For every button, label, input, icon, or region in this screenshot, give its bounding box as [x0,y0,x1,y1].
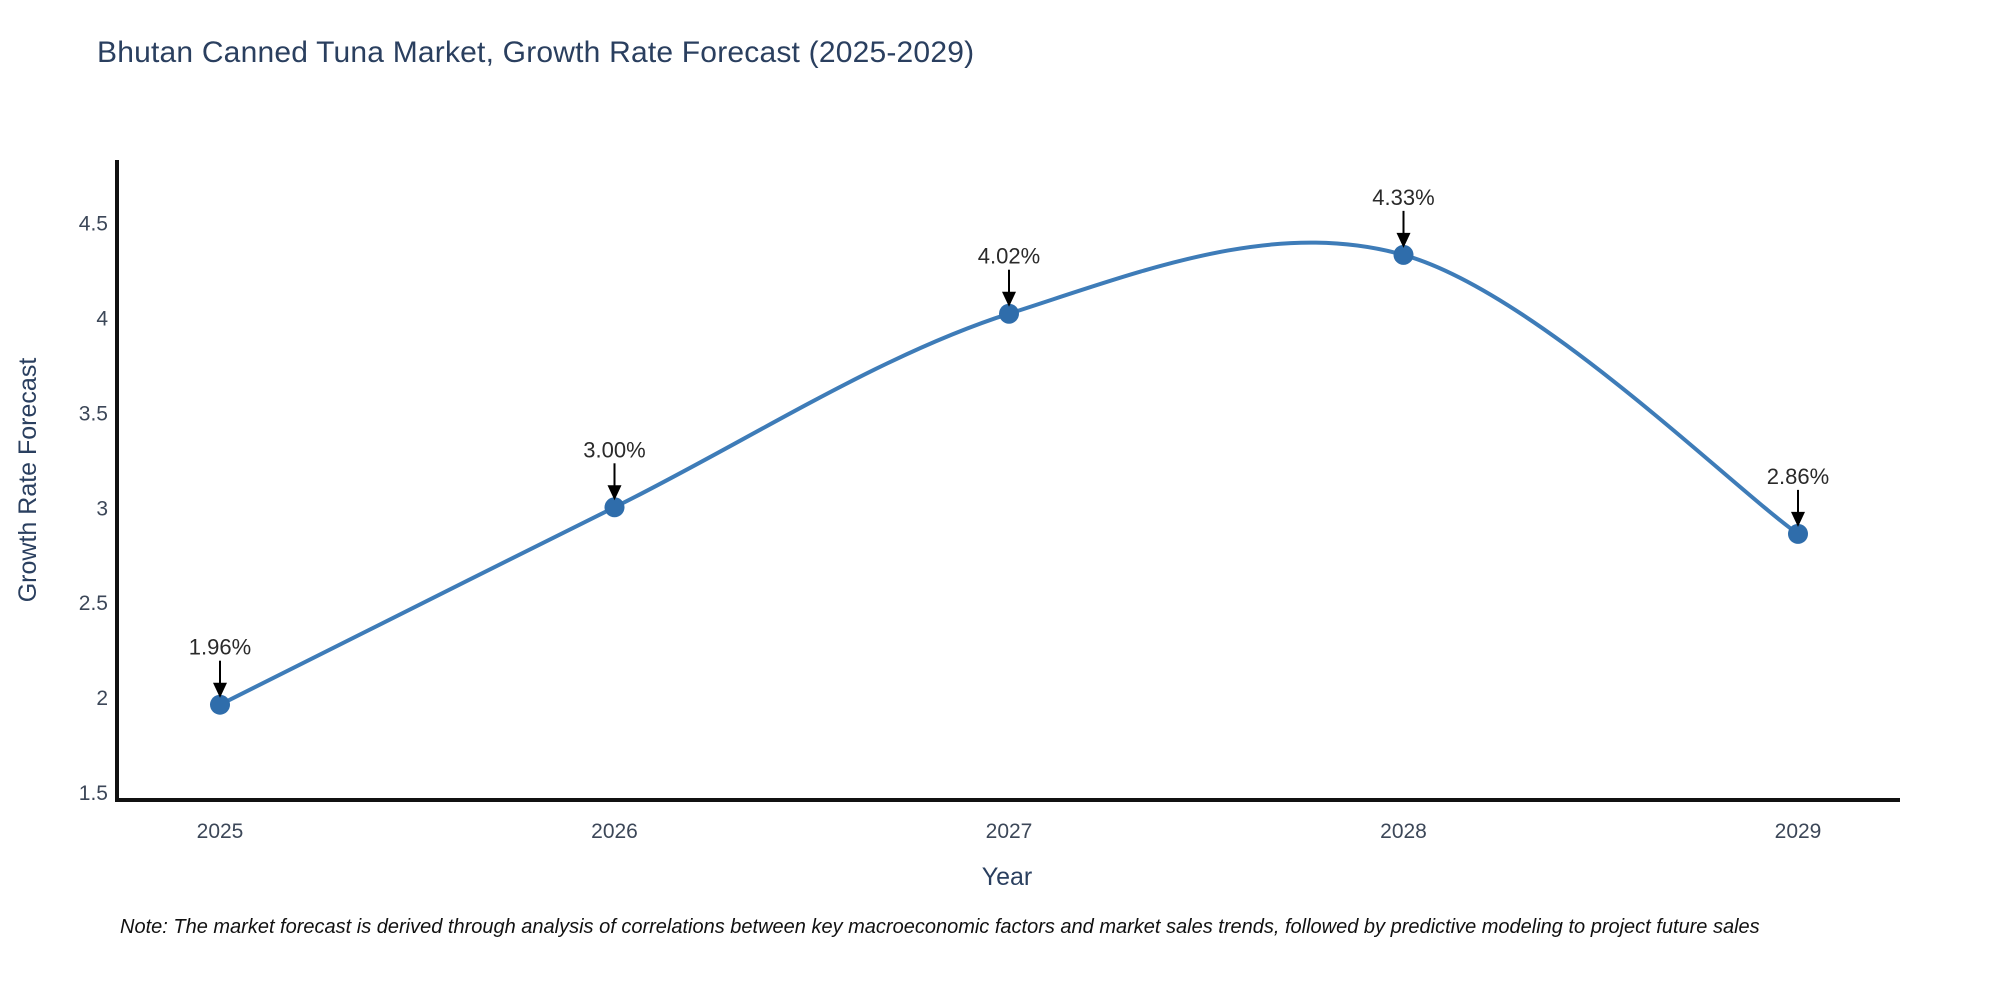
methodology-note: Note: The market forecast is derived thr… [120,916,1760,938]
point-annotation-label: 4.33% [1372,185,1434,210]
chart-title: Bhutan Canned Tuna Market, Growth Rate F… [97,36,975,69]
x-tick-label: 2026 [591,820,638,843]
y-tick-label: 3 [96,497,108,520]
y-tick-label: 4 [96,308,108,331]
point-annotation-label: 2.86% [1767,464,1829,489]
y-tick-label: 4.5 [79,213,108,236]
y-axis-title: Growth Rate Forecast [14,358,42,603]
annotation-arrowhead-icon [1396,232,1411,248]
data-point-marker [999,303,1019,324]
annotation-arrowhead-icon [1791,511,1805,527]
x-axis-title: Year [982,863,1033,891]
annotation-arrowhead-icon [213,682,227,698]
point-annotation-label: 4.02% [978,244,1040,269]
y-tick-label: 2 [96,687,108,710]
y-tick-label: 2.5 [79,592,108,615]
y-tick-label: 1.5 [79,782,108,805]
x-tick-label: 2025 [197,820,244,843]
data-point-marker [1788,523,1808,544]
point-annotation-label: 3.00% [583,437,645,462]
y-tick-label: 3.5 [79,402,108,425]
x-tick-label: 2029 [1775,820,1822,843]
data-point-marker [210,694,230,715]
data-point-marker [1393,244,1414,265]
annotation-arrowhead-icon [1002,291,1016,307]
x-tick-label: 2027 [986,820,1033,843]
x-tick-label: 2028 [1380,820,1427,843]
plot-layer: 1.5 2 2.5 3 3.5 4 4.5 2025 2026 2027 2028 2029 1.96%… [79,160,1900,843]
point-annotation-label: 1.96% [189,635,251,660]
data-point-marker [604,497,625,518]
annotation-arrowhead-icon [607,485,622,501]
